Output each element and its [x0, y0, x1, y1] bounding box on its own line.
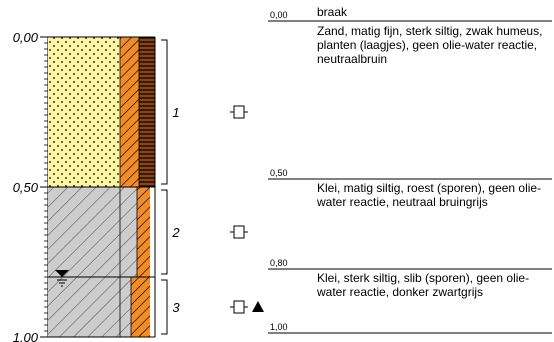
right-depth-label: 0,80 [270, 258, 288, 268]
layer-2-description: Klei, matig siltig, roest (sporen), geen… [317, 181, 542, 209]
right-depth-label: 0,50 [270, 168, 288, 178]
layer-1-bracket [161, 39, 168, 185]
layer-3-main-fill [48, 277, 131, 337]
layer-2-number: 2 [171, 225, 180, 240]
sample-box-icon [233, 300, 245, 314]
depth-minor-ticks [44, 36, 48, 338]
groundwater-level-icon [48, 270, 155, 287]
layer-1-main-fill [48, 37, 120, 187]
depth-label: 0,50 [13, 180, 39, 195]
sample-symbols [230, 105, 264, 314]
right-depth-label: 0,00 [270, 10, 288, 20]
sample-box-icon [233, 105, 245, 119]
layer-2-main-fill [48, 187, 137, 277]
layer-brackets: 1 2 3 [161, 39, 180, 335]
layer-separators: 0,00 0,50 0,80 1,00 [268, 10, 552, 334]
soil-column [48, 36, 156, 338]
depth-label: 1,00 [13, 330, 39, 342]
layer-1-description: Zand, matig fijn, sterk siltig, zwak hum… [317, 24, 543, 66]
groundwater-triangle [55, 270, 69, 277]
layer-1-plants-fill [120, 37, 139, 187]
layer-2-iron-fill [137, 187, 150, 277]
sample-box-icon [233, 225, 245, 239]
layer-1-number: 1 [172, 105, 179, 120]
layer-1-header: braak [317, 5, 348, 19]
layer-2-bracket [161, 189, 168, 275]
layer-3-bracket [161, 279, 168, 335]
depth-major-ticks: 0,00 0,50 1,00 [13, 30, 48, 342]
layer-3-description: Klei, sterk siltig, slib (sporen), geen … [317, 271, 530, 299]
depth-label: 0,00 [13, 30, 39, 45]
layer-3-number: 3 [172, 300, 180, 315]
right-depth-label: 1,00 [270, 322, 288, 332]
triangle-icon [252, 301, 264, 312]
layer-1-humus-fill [139, 37, 155, 187]
layer-3-iron-fill [131, 277, 150, 337]
